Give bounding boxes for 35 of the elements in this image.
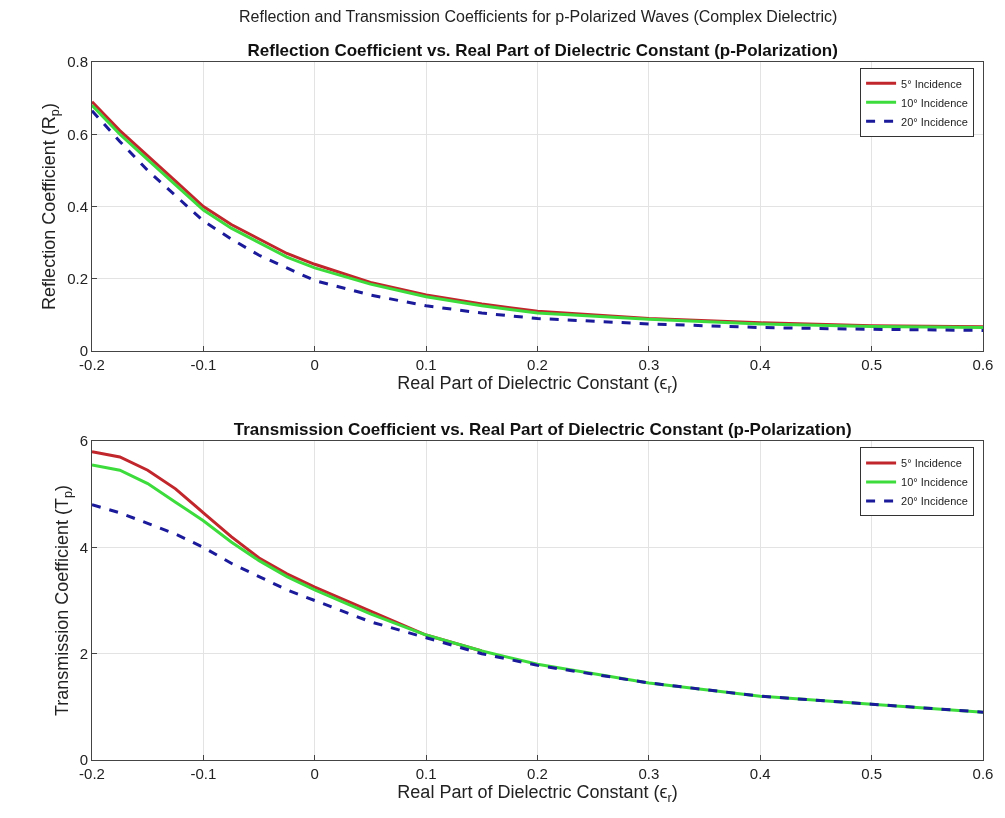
line-series [92, 503, 983, 714]
y-tick-label: 0.6 [67, 125, 88, 143]
x-axis-title: Real Part of Dielectric Constant (ϵ$_{r}$) [397, 373, 678, 396]
x-tick-label: 0.4 [749, 356, 771, 373]
x-tick-label: -0.1 [190, 356, 217, 373]
y-tick-label: 4 [79, 538, 88, 556]
x-tick-label: 0 [310, 765, 319, 782]
legend-label: 5° Incidence [901, 457, 962, 470]
chart-title: Reflection Coefficient vs. Real Part of Dielectric Constant (p-Polarization) [247, 41, 838, 60]
x-tick-label: 0.6 [972, 765, 994, 782]
y-tick-label: 0.4 [67, 197, 88, 215]
x-tick-label: -0.1 [190, 765, 217, 782]
x-tick-label: 0.1 [415, 765, 437, 782]
legend-label: 10° Incidence [901, 96, 968, 109]
x-tick-label: 0 [310, 356, 319, 373]
legend-label: 5° Incidence [901, 77, 962, 90]
y-tick-label: 6 [79, 432, 88, 450]
chart-title: Transmission Coefficient vs. Real Part of Dielectric Constant (p-Polarization) [233, 420, 852, 439]
text: Reflection and Transmission Coefficients for p-Polarized Waves (Complex Dielectric) [239, 8, 838, 25]
x-tick-label: 0.3 [638, 765, 660, 782]
x-tick-label: 0.4 [749, 765, 771, 782]
legend-label: 10° Incidence [901, 476, 968, 489]
x-axis-title: Real Part of Dielectric Constant (ϵ$_{r}$) [397, 782, 678, 805]
y-tick-label: 0.2 [67, 270, 88, 287]
x-tick-label: 0.1 [415, 356, 437, 373]
x-tick-label: 0.2 [527, 765, 548, 782]
y-tick-label: 2 [79, 644, 88, 662]
x-tick-label: 0.6 [972, 356, 994, 373]
x-tick-label: 0.2 [527, 356, 548, 373]
x-tick-label: 0.5 [861, 356, 883, 373]
y-tick-label: 0.8 [67, 53, 88, 71]
legend-label: 20° Incidence [901, 495, 968, 508]
legend-label: 20° Incidence [901, 115, 968, 128]
x-tick-label: 0.3 [638, 356, 660, 373]
x-tick-label: 0.5 [861, 765, 883, 782]
